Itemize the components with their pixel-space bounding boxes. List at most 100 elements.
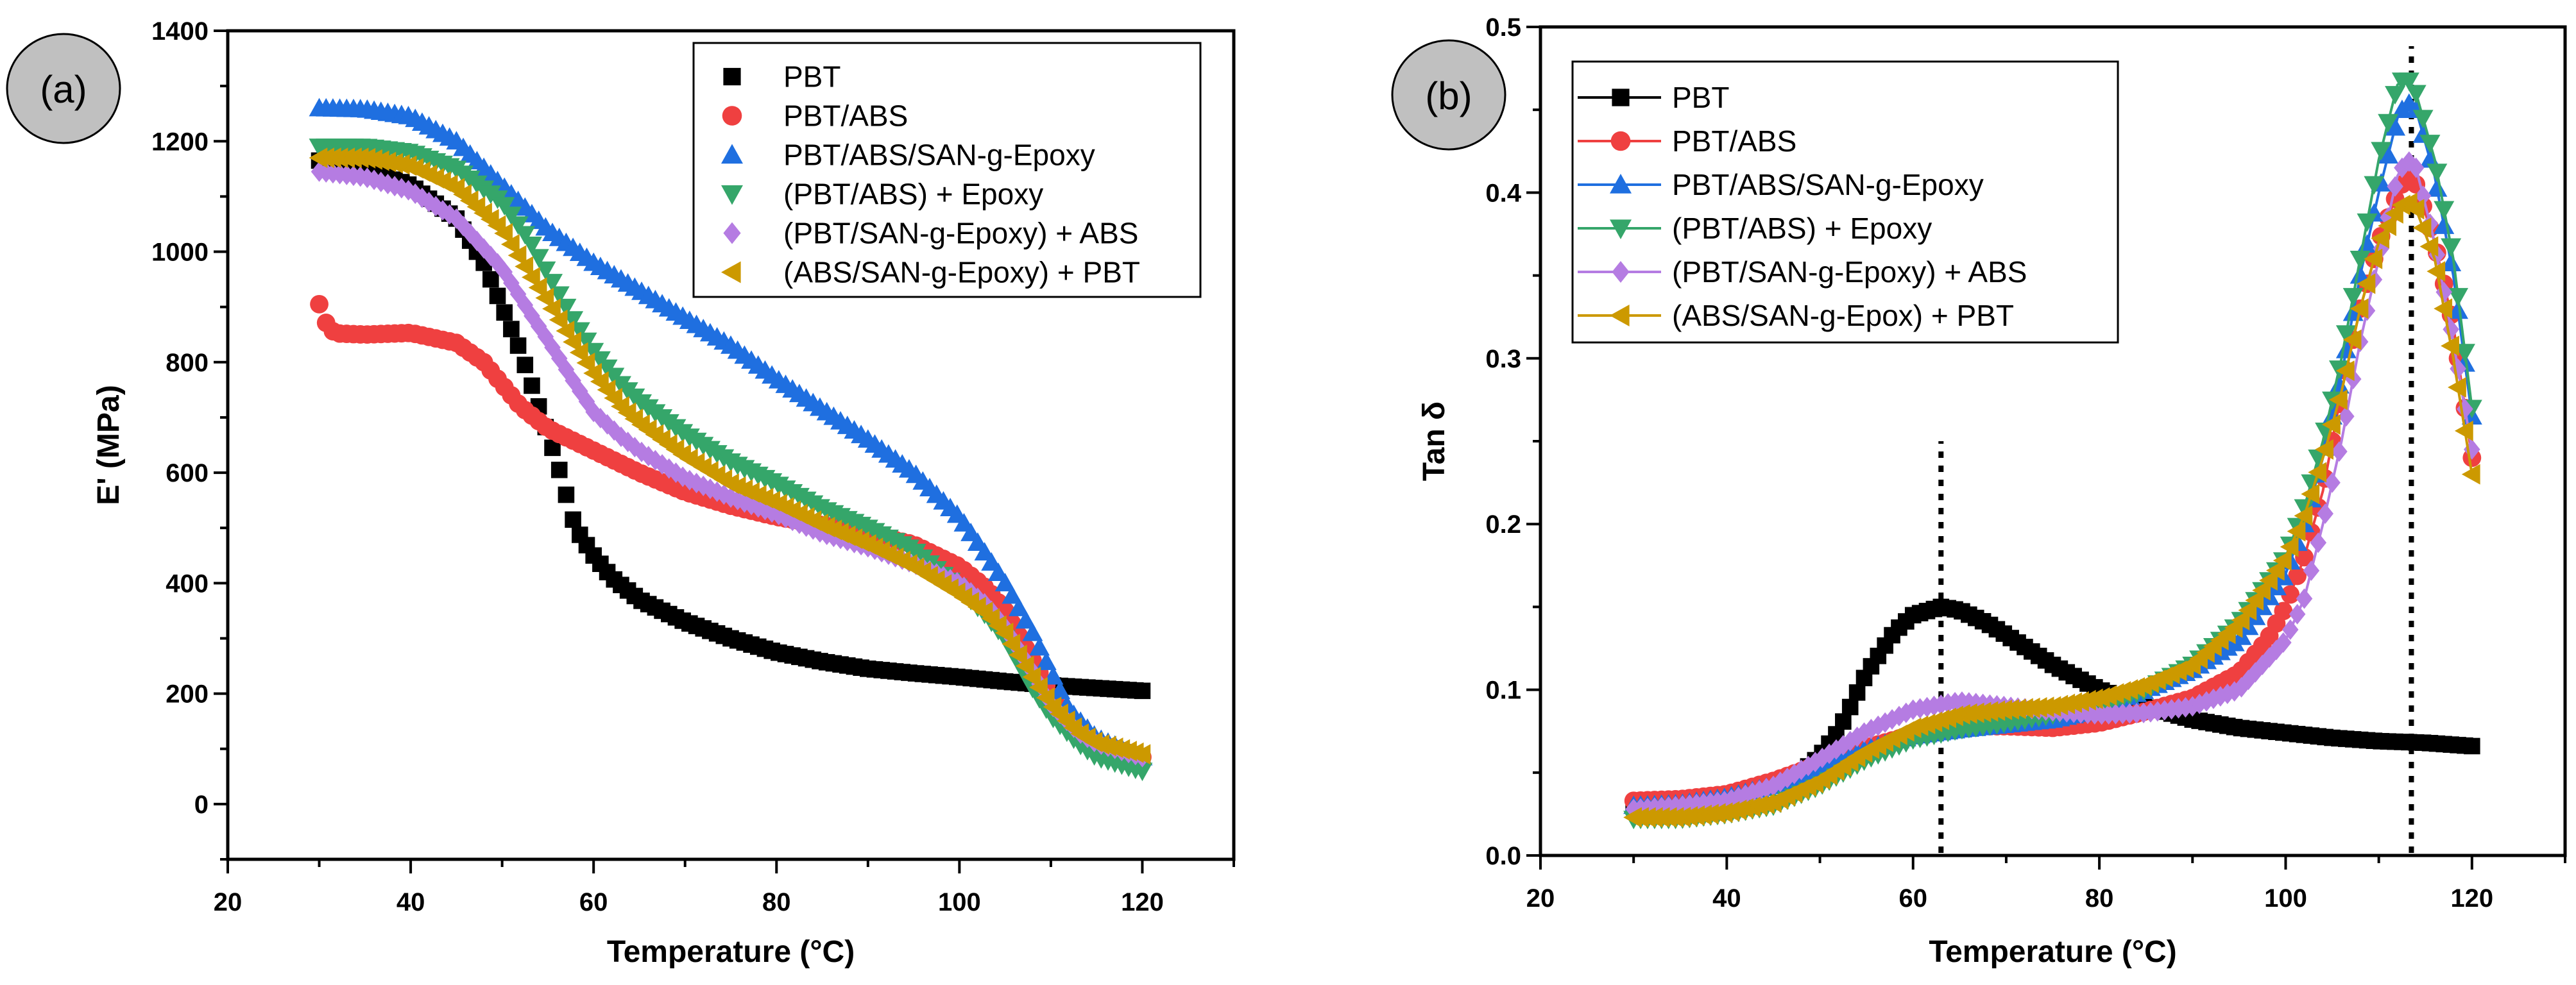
triangle-up-marker: [1009, 598, 1030, 616]
square-marker: [516, 357, 534, 373]
square-marker: [550, 461, 568, 478]
triangle-up-marker: [721, 144, 743, 164]
triangle-up-marker: [1022, 622, 1043, 641]
diamond-marker: [544, 337, 561, 358]
diamond-marker: [2191, 693, 2208, 714]
square-marker: [489, 287, 506, 305]
x-tick-label: 100: [2264, 884, 2307, 913]
diamond-marker: [1877, 712, 1893, 733]
diamond-marker: [1807, 752, 1824, 773]
diamond-marker: [1786, 763, 1803, 784]
triangle-left-marker: [2412, 217, 2432, 239]
square-marker: [558, 486, 575, 503]
y-tick-label: 800: [166, 349, 209, 377]
plot-frame: [226, 29, 1236, 861]
triangle-down-marker: [576, 332, 597, 351]
triangle-left-marker: [2350, 298, 2369, 319]
diamond-marker: [2317, 503, 2333, 525]
diamond-marker: [2254, 654, 2271, 675]
diamond-marker: [1898, 702, 1915, 723]
triangle-left-marker: [2419, 236, 2439, 257]
panel-label-badge: [6, 33, 121, 144]
diamond-marker: [2268, 639, 2285, 661]
legend-label: PBT/ABS/SAN-g-Epoxy: [783, 139, 1095, 172]
y-tick-label: 0.5: [1485, 13, 1521, 42]
diamond-marker: [359, 167, 376, 189]
triangle-left-marker: [2328, 389, 2348, 410]
triangle-left-marker: [2231, 610, 2250, 631]
triangle-left-marker: [2322, 414, 2341, 435]
triangle-down-marker: [2378, 114, 2399, 133]
series--abs-san-g-epoxy-pbt: [309, 147, 1151, 765]
legend-label: (PBT/ABS) + Epoxy: [1672, 212, 1932, 245]
triangle-up-marker: [1043, 666, 1064, 685]
diamond-marker: [1612, 261, 1630, 283]
x-tick-label: 60: [1898, 884, 1927, 913]
diamond-marker: [1835, 735, 1852, 756]
legend-label: PBT/ABS: [1672, 124, 1796, 158]
triangle-left-marker: [2364, 248, 2383, 269]
square-marker: [496, 304, 513, 321]
triangle-left-marker: [2378, 215, 2396, 237]
triangle-up-marker: [2427, 178, 2448, 197]
diamond-marker: [2275, 632, 2292, 653]
x-tick-label: 120: [1121, 888, 1164, 916]
triangle-down-marker: [569, 322, 590, 341]
square-marker: [503, 321, 520, 337]
diamond-marker: [2464, 439, 2480, 460]
diamond-marker: [2380, 207, 2396, 228]
triangle-down-marker: [549, 286, 570, 305]
triangle-left-marker: [1036, 687, 1055, 709]
diamond-marker: [2324, 472, 2341, 493]
triangle-left-marker: [569, 342, 588, 363]
triangle-left-marker: [2371, 228, 2390, 249]
y-tick-label: 200: [166, 680, 209, 709]
triangle-left-marker: [508, 245, 527, 266]
triangle-down-marker: [521, 236, 542, 255]
diamond-marker: [640, 446, 657, 467]
y-tick-label: 1000: [151, 239, 209, 267]
triangle-left-marker: [2357, 273, 2376, 294]
x-tick-label: 20: [1526, 884, 1555, 913]
triangle-left-marker: [994, 622, 1014, 643]
triangle-left-marker: [549, 309, 568, 330]
triangle-left-marker: [2294, 505, 2313, 526]
y-tick-label: 0.1: [1485, 677, 1521, 705]
diamond-marker: [434, 199, 451, 221]
triangle-left-marker: [556, 320, 575, 341]
triangle-left-marker: [2454, 420, 2473, 441]
square-marker: [1848, 684, 1866, 701]
triangle-down-marker: [542, 274, 563, 292]
legend-label: PBT: [783, 60, 840, 94]
triangle-down-marker: [721, 185, 743, 205]
diamond-marker: [2387, 176, 2403, 197]
triangle-left-marker: [2315, 439, 2333, 460]
triangle-down-marker: [556, 298, 577, 317]
circle-marker: [2274, 602, 2293, 621]
triangle-up-marker: [2378, 145, 2399, 164]
x-axis-title: Temperature (°C): [607, 935, 855, 969]
x-tick-label: 80: [762, 888, 791, 916]
diamond-marker: [2282, 619, 2299, 640]
triangle-down-marker: [515, 226, 536, 245]
diamond-marker: [723, 222, 741, 244]
x-axis-title: Temperature (°C): [1929, 935, 2176, 969]
y-axis-title: E' (MPa): [92, 385, 126, 505]
square-marker: [723, 67, 741, 86]
triangle-down-marker: [2412, 110, 2434, 129]
triangle-left-marker: [2427, 261, 2446, 282]
diamond-marker: [2219, 684, 2236, 705]
x-tick-label: 40: [1712, 884, 1741, 913]
y-tick-label: 0.3: [1485, 345, 1521, 373]
triangle-down-marker: [2441, 238, 2462, 257]
triangle-left-marker: [1015, 655, 1034, 677]
square-marker: [565, 511, 581, 528]
triangle-left-marker: [2461, 464, 2480, 485]
diamond-marker: [530, 316, 547, 337]
triangle-down-marker: [2405, 85, 2427, 104]
y-tick-label: 0.0: [1485, 842, 1521, 870]
triangle-up-marker: [1015, 610, 1036, 629]
diamond-marker: [626, 437, 644, 458]
triangle-down-marker: [2434, 201, 2455, 220]
triangle-down-marker: [2398, 72, 2419, 91]
